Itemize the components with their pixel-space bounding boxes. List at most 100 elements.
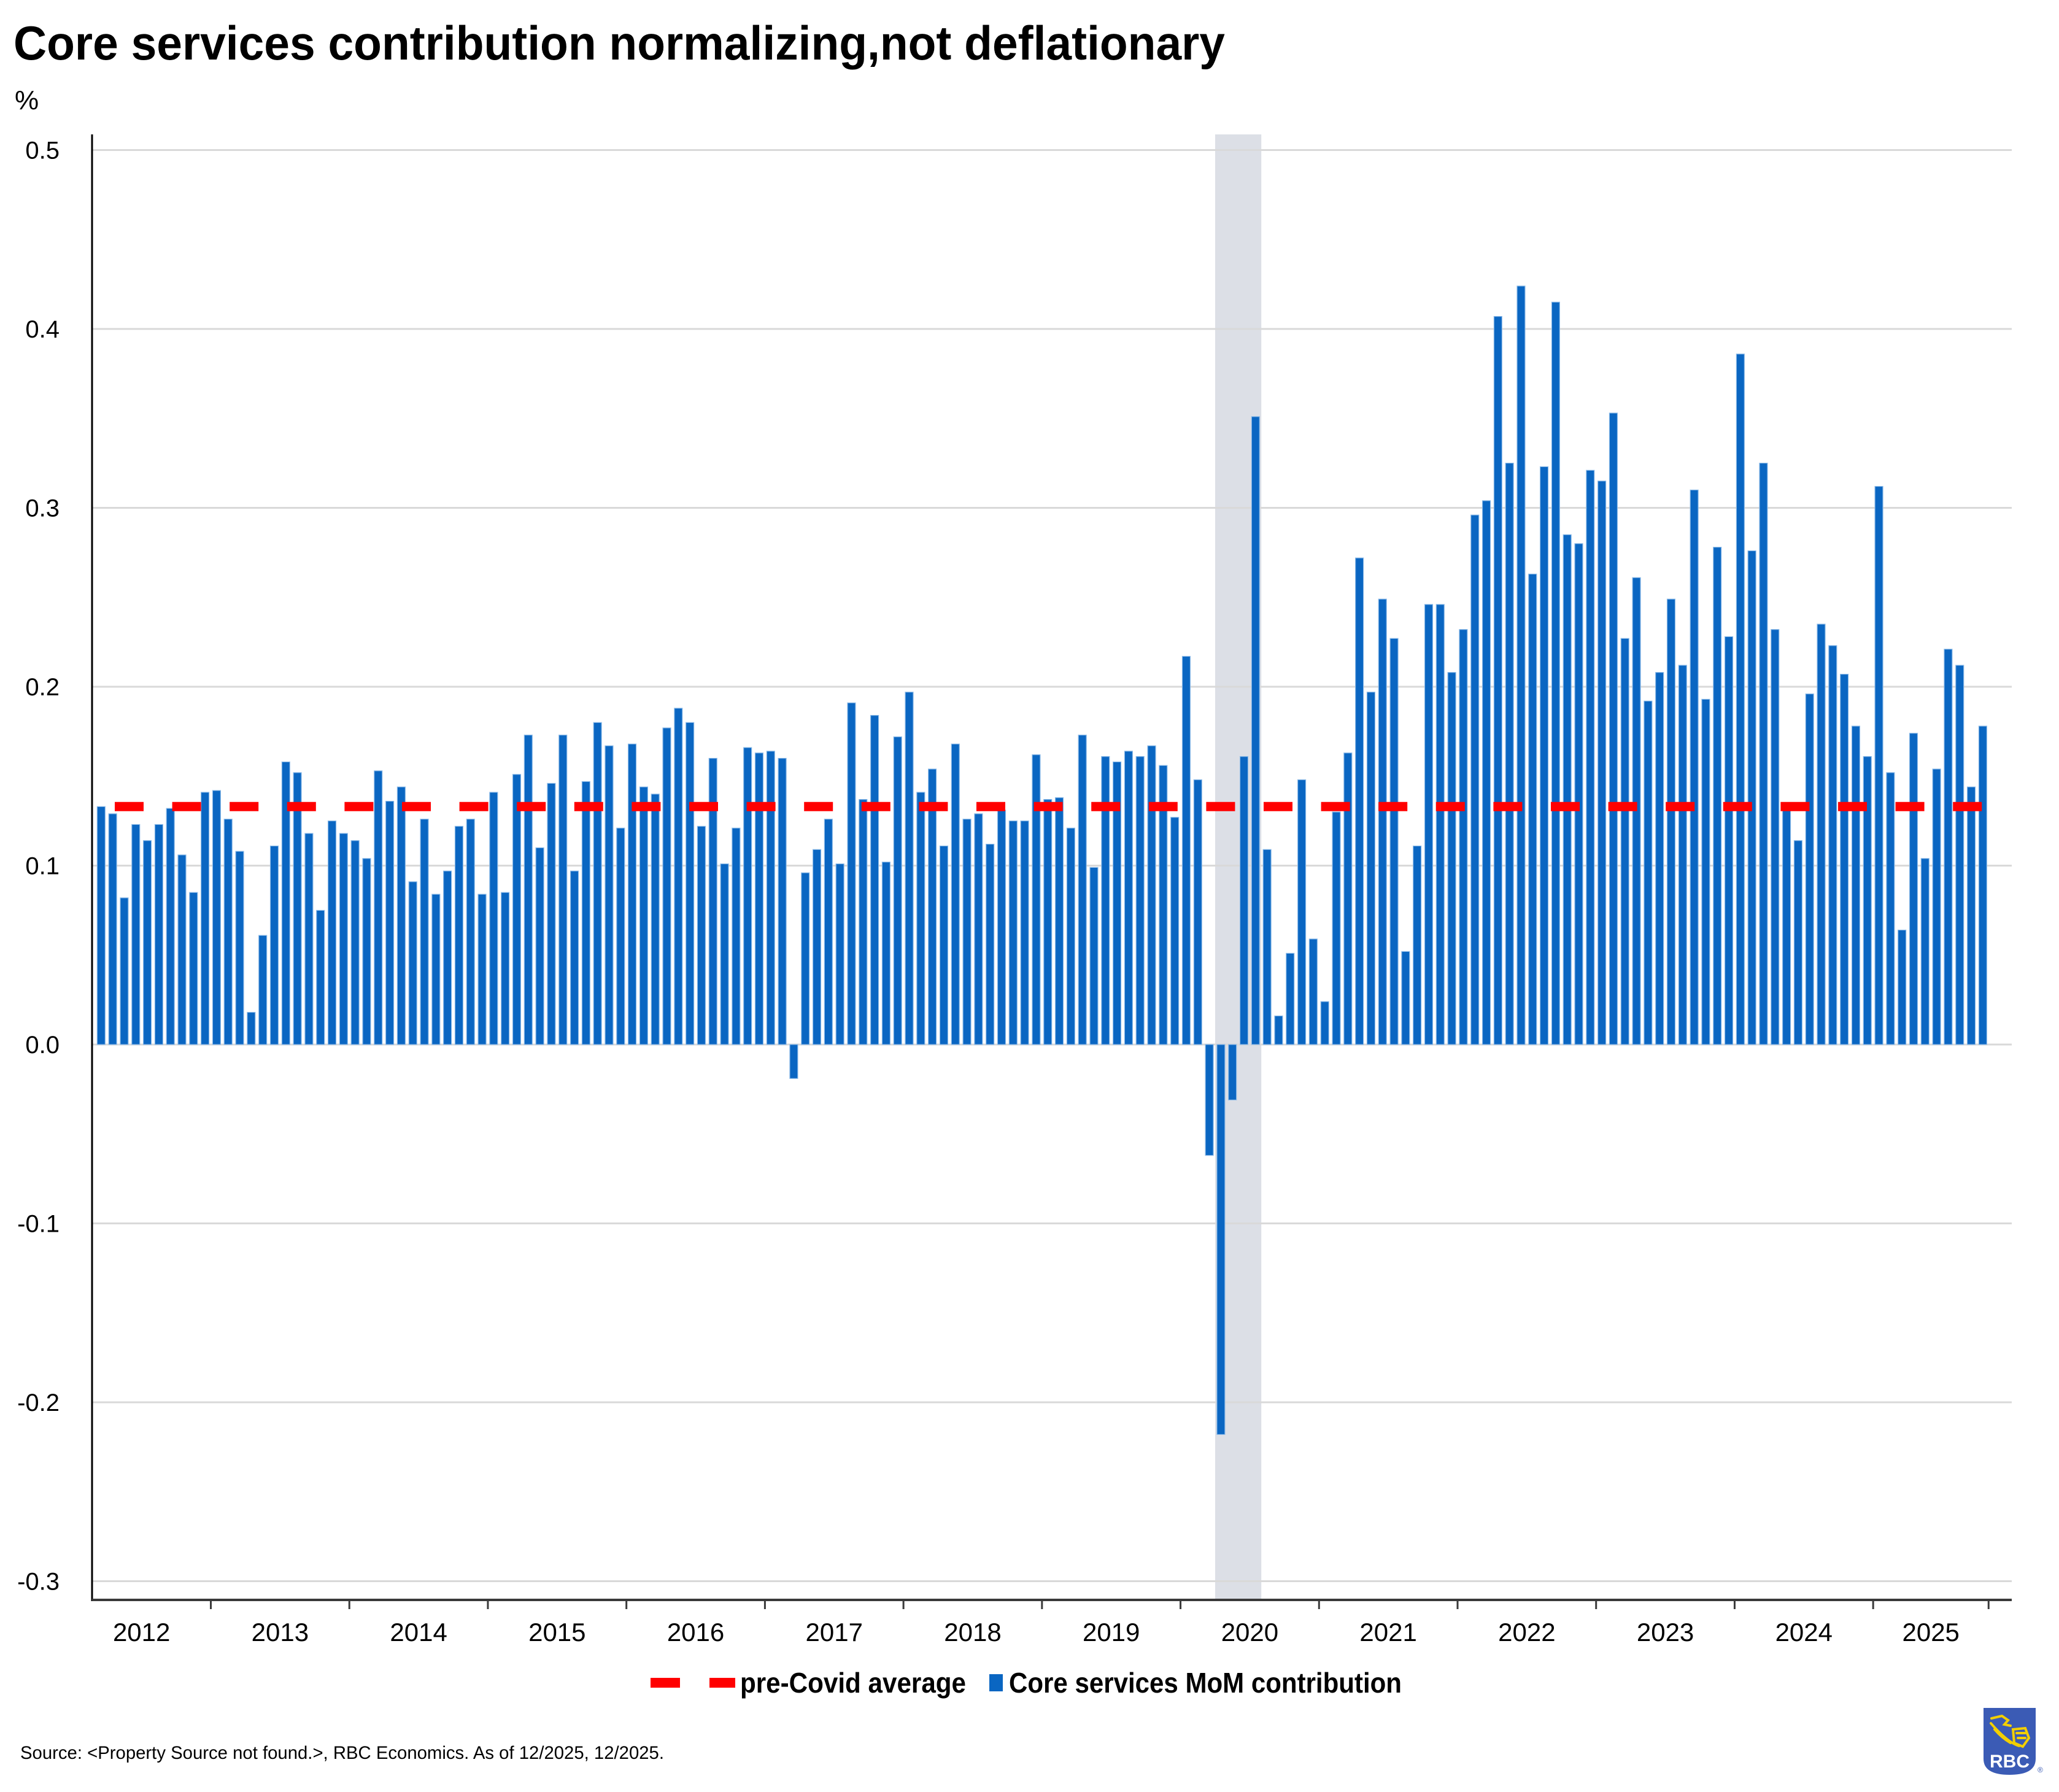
bar [1944,649,1953,1045]
bar [1771,629,1780,1045]
bar [570,870,579,1045]
bar [420,819,429,1045]
bar [639,786,648,1045]
x-tick-label: 2024 [1775,1618,1833,1647]
legend-item-pre-covid-average: pre-Covid average [651,1667,966,1699]
bar [201,792,210,1045]
bar [1205,1044,1214,1156]
bar [1666,598,1676,1045]
registered-mark: ® [2038,1766,2043,1774]
bar [374,770,383,1045]
bar [1435,604,1445,1045]
x-tick-label: 2018 [944,1618,1001,1647]
bar [1920,858,1930,1045]
bar [1147,745,1156,1045]
bar [1447,672,1456,1045]
bar [812,849,822,1045]
bar [1378,598,1387,1045]
bar [1655,672,1664,1045]
bar [1343,752,1353,1045]
bar [847,702,856,1045]
bar [686,722,695,1045]
bar [1113,761,1122,1045]
bar [1308,938,1318,1045]
y-tick-label: 0.5 [25,137,60,164]
bar [974,813,983,1045]
bar [466,819,475,1045]
bar [962,819,972,1045]
bar [120,897,129,1045]
bar [408,881,417,1045]
bar [651,794,660,1045]
bar [293,772,302,1045]
x-tick-label: 2023 [1637,1618,1694,1647]
rbc-logo: RBC ® [1984,1708,2043,1775]
bar [1297,779,1307,1045]
bar [720,863,729,1045]
bar [627,743,637,1045]
bar [477,894,487,1045]
bar [835,863,844,1045]
bar [1089,867,1099,1045]
bar [1793,840,1802,1045]
bar [1286,952,1295,1045]
bar [1932,768,1941,1045]
bar [928,768,937,1045]
y-tick-label: 0.1 [25,853,60,880]
bar [454,825,464,1045]
bar [1851,725,1861,1045]
bar [1747,550,1756,1045]
y-tick-label: 0.0 [25,1032,60,1059]
bar [1955,665,1964,1045]
bar [327,821,337,1045]
bar [1413,845,1422,1045]
bar [1782,808,1791,1045]
bar [986,843,995,1045]
bar [1228,1044,1237,1100]
bar [1101,756,1110,1045]
bar [269,845,279,1045]
bar [501,892,510,1045]
legend-label-core-services: Core services MoM contribution [1009,1667,1402,1699]
bar [662,727,671,1045]
bar [535,847,544,1045]
bar [489,792,498,1045]
bar [558,735,568,1045]
bar [443,870,452,1045]
bar [1389,638,1399,1045]
bar [1332,811,1341,1045]
axes [91,134,2012,1609]
bar [258,935,268,1045]
bar [154,824,163,1045]
y-tick-labels: 0.5 0.4 0.3 0.2 0.1 0.0 -0.1 -0.2 -0.3 [17,137,60,1596]
bar [1528,573,1537,1045]
bar [1805,693,1814,1045]
bar [1135,756,1145,1045]
x-tick-label: 2017 [806,1618,863,1647]
bar [1493,315,1502,1045]
bar [1817,624,1826,1045]
chart-title: Core services contribution normalizing,n… [14,16,1225,70]
bar [96,806,106,1045]
bar [362,858,371,1045]
bar [131,824,141,1045]
x-tick-label: 2025 [1902,1618,1959,1647]
bar [1193,779,1202,1045]
bar [1898,929,1907,1045]
bar [1828,645,1837,1045]
x-tick-label: 2019 [1083,1618,1140,1647]
bar [939,845,949,1045]
bar [824,819,833,1045]
bar [581,781,590,1045]
bar [1909,733,1918,1045]
bar [1736,353,1745,1045]
bar [212,790,222,1045]
y-tick-label: 0.3 [25,495,60,522]
bar [1678,665,1687,1045]
y-tick-label: 0.4 [25,316,60,343]
bar [1978,725,1987,1045]
bar [905,692,914,1045]
bar [177,854,187,1045]
bar [223,819,233,1045]
